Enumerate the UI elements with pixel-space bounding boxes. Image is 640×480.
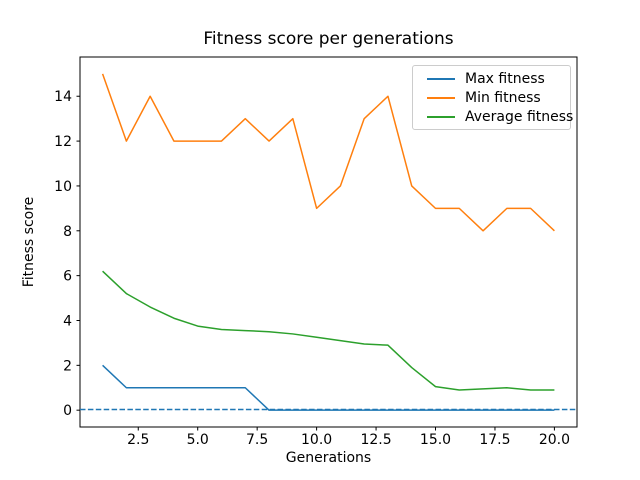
y-tick-label: 8 <box>63 224 72 240</box>
x-tick-label: 5.0 <box>187 432 209 448</box>
x-axis-label: Generations <box>285 450 372 466</box>
x-tick-label: 20.0 <box>539 432 570 448</box>
legend-entry: Min fitness <box>421 88 562 107</box>
y-axis-label: Fitness score <box>21 196 37 288</box>
y-tick-label: 0 <box>63 403 72 419</box>
axes-frame <box>79 56 578 428</box>
y-tick-label: 12 <box>54 134 72 150</box>
x-tick-label: 17.5 <box>479 432 510 448</box>
series-line-min-fitness <box>101 73 555 232</box>
legend-label: Min fitness <box>465 89 541 106</box>
x-tick-label: 15.0 <box>420 432 451 448</box>
y-tick-label: 2 <box>63 358 72 374</box>
legend-label: Average fitness <box>465 108 574 125</box>
y-tick-label: 4 <box>63 313 72 329</box>
x-tick-label: 2.5 <box>127 432 149 448</box>
legend: Max fitness Min fitness Average fitness <box>412 65 573 130</box>
y-tick-label: 14 <box>54 89 72 105</box>
series-line-max-fitness <box>102 364 555 411</box>
x-tick-label: 10.0 <box>301 432 332 448</box>
x-tick-label: 7.5 <box>246 432 268 448</box>
legend-entry: Average fitness <box>421 107 573 126</box>
legend-line-sample <box>427 96 455 99</box>
y-tick-label: 6 <box>63 269 72 285</box>
legend-entry: Max fitness <box>421 69 562 88</box>
legend-line-sample <box>427 115 455 118</box>
x-tick-label: 12.5 <box>360 432 391 448</box>
y-tick-label: 10 <box>54 179 72 195</box>
legend-label: Max fitness <box>465 70 545 87</box>
series-line-average-fitness <box>102 270 555 391</box>
chart-title: Fitness score per generations <box>203 29 454 49</box>
legend-line-sample <box>427 77 455 80</box>
